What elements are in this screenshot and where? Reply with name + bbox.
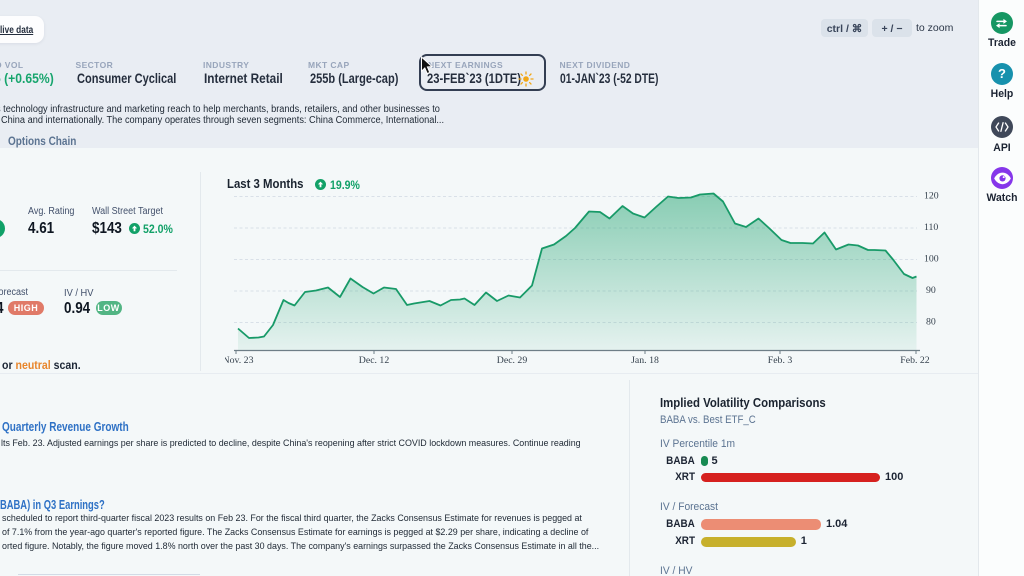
svg-text:Nov. 23: Nov. 23 [225, 355, 254, 366]
svg-text:Feb. 3: Feb. 3 [768, 355, 793, 366]
svg-text:Dec. 12: Dec. 12 [359, 355, 390, 366]
svg-text:90: 90 [926, 285, 936, 296]
svg-text:100: 100 [924, 254, 939, 265]
svg-text:80: 80 [926, 317, 936, 328]
svg-text:Feb. 22: Feb. 22 [900, 355, 929, 366]
svg-text:110: 110 [924, 222, 938, 233]
svg-text:120: 120 [924, 191, 939, 202]
svg-text:Jan. 18: Jan. 18 [631, 355, 659, 366]
svg-text:Dec. 29: Dec. 29 [497, 355, 528, 366]
